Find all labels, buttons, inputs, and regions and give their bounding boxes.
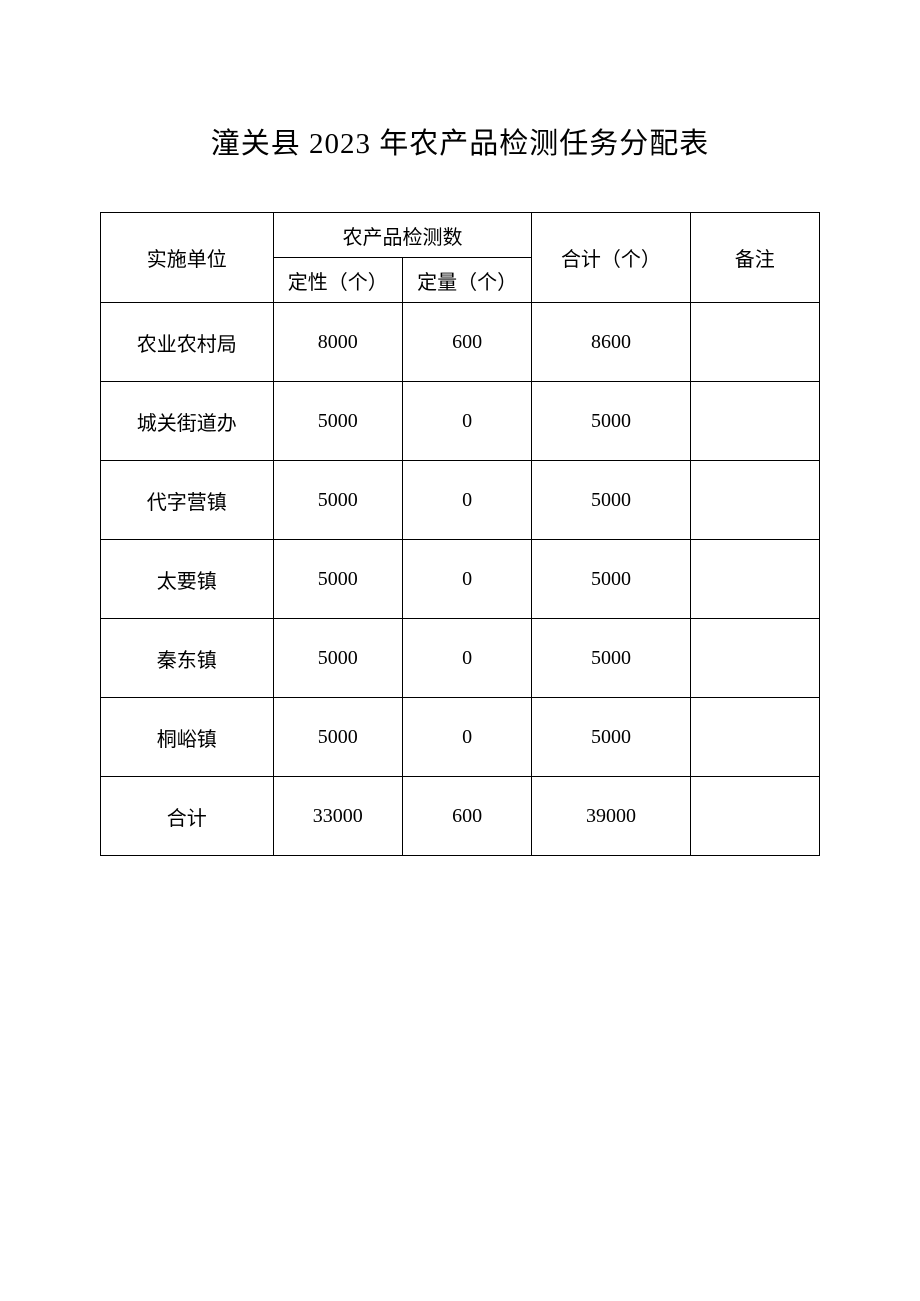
table-row: 太要镇 5000 0 5000 (101, 540, 820, 619)
cell-note (690, 777, 819, 856)
cell-qual: 5000 (273, 461, 402, 540)
cell-unit: 秦东镇 (101, 619, 274, 698)
cell-total: 5000 (532, 698, 690, 777)
header-unit: 实施单位 (101, 213, 274, 303)
header-quantitative: 定量（个） (402, 258, 531, 303)
cell-quant: 0 (402, 619, 531, 698)
cell-total: 39000 (532, 777, 690, 856)
cell-qual: 5000 (273, 540, 402, 619)
cell-note (690, 382, 819, 461)
cell-quant: 0 (402, 698, 531, 777)
header-total: 合计（个） (532, 213, 690, 303)
table-body: 农业农村局 8000 600 8600 城关街道办 5000 0 5000 代字… (101, 303, 820, 856)
table-header: 实施单位 农产品检测数 合计（个） 备注 定性（个） 定量（个） (101, 213, 820, 303)
header-qualitative: 定性（个） (273, 258, 402, 303)
cell-quant: 0 (402, 540, 531, 619)
cell-quant: 0 (402, 382, 531, 461)
cell-unit: 合计 (101, 777, 274, 856)
table-row-total: 合计 33000 600 39000 (101, 777, 820, 856)
table-row: 城关街道办 5000 0 5000 (101, 382, 820, 461)
cell-total: 5000 (532, 540, 690, 619)
cell-qual: 5000 (273, 698, 402, 777)
cell-quant: 600 (402, 777, 531, 856)
table-row: 代字营镇 5000 0 5000 (101, 461, 820, 540)
cell-total: 5000 (532, 461, 690, 540)
cell-qual: 5000 (273, 619, 402, 698)
cell-unit: 农业农村局 (101, 303, 274, 382)
header-note: 备注 (690, 213, 819, 303)
cell-note (690, 698, 819, 777)
cell-note (690, 540, 819, 619)
cell-note (690, 461, 819, 540)
cell-total: 5000 (532, 619, 690, 698)
cell-qual: 8000 (273, 303, 402, 382)
table-row: 农业农村局 8000 600 8600 (101, 303, 820, 382)
cell-quant: 600 (402, 303, 531, 382)
cell-total: 5000 (532, 382, 690, 461)
page-title: 潼关县 2023 年农产品检测任务分配表 (100, 120, 820, 162)
header-row-1: 实施单位 农产品检测数 合计（个） 备注 (101, 213, 820, 258)
cell-unit: 桐峪镇 (101, 698, 274, 777)
document-container: 潼关县 2023 年农产品检测任务分配表 实施单位 农产品检测数 合计（个） 备… (0, 0, 920, 856)
cell-unit: 城关街道办 (101, 382, 274, 461)
cell-note (690, 619, 819, 698)
cell-unit: 代字营镇 (101, 461, 274, 540)
cell-unit: 太要镇 (101, 540, 274, 619)
cell-quant: 0 (402, 461, 531, 540)
cell-total: 8600 (532, 303, 690, 382)
allocation-table: 实施单位 农产品检测数 合计（个） 备注 定性（个） 定量（个） 农业农村局 8… (100, 212, 820, 856)
header-detection: 农产品检测数 (273, 213, 532, 258)
cell-qual: 5000 (273, 382, 402, 461)
cell-qual: 33000 (273, 777, 402, 856)
table-row: 桐峪镇 5000 0 5000 (101, 698, 820, 777)
table-row: 秦东镇 5000 0 5000 (101, 619, 820, 698)
cell-note (690, 303, 819, 382)
